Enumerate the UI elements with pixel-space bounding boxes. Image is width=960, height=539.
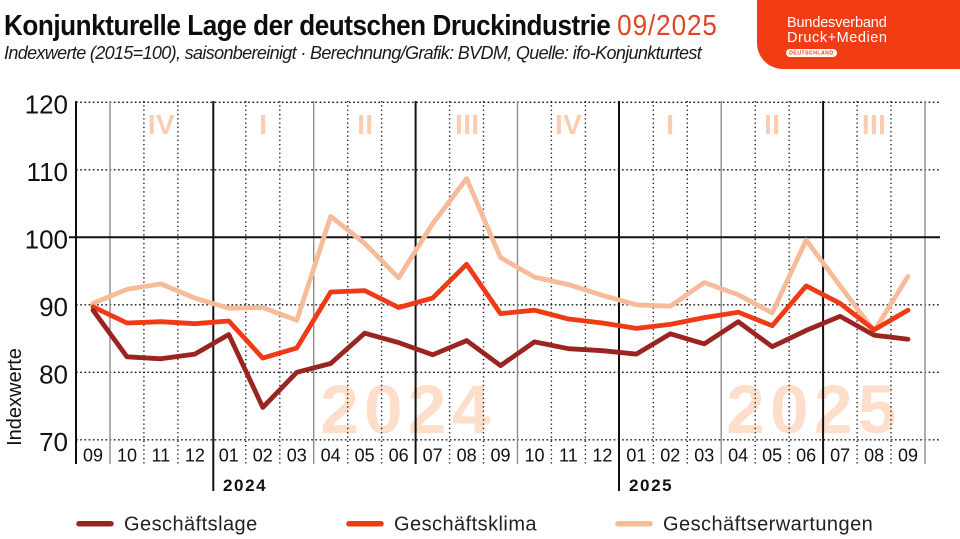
svg-text:02: 02	[660, 446, 680, 466]
svg-text:IV: IV	[148, 109, 175, 140]
svg-text:09: 09	[490, 446, 510, 466]
svg-text:03: 03	[694, 446, 714, 466]
svg-text:07: 07	[830, 446, 850, 466]
svg-text:01: 01	[626, 446, 646, 466]
svg-text:09: 09	[83, 446, 103, 466]
svg-text:04: 04	[321, 446, 341, 466]
svg-text:II: II	[357, 109, 373, 140]
svg-text:2025: 2025	[629, 476, 673, 495]
svg-text:120: 120	[25, 90, 68, 120]
svg-text:Geschäftserwartungen: Geschäftserwartungen	[663, 514, 873, 536]
svg-text:2024: 2024	[320, 371, 496, 448]
svg-text:II: II	[764, 109, 780, 140]
svg-text:2024: 2024	[223, 476, 267, 495]
svg-text:01: 01	[219, 446, 239, 466]
svg-text:80: 80	[39, 360, 68, 390]
svg-text:110: 110	[27, 157, 68, 187]
svg-text:06: 06	[389, 446, 409, 466]
svg-text:Geschäftslage: Geschäftslage	[124, 514, 258, 536]
svg-text:06: 06	[796, 446, 816, 466]
svg-text:12: 12	[185, 446, 205, 466]
svg-text:12: 12	[592, 446, 612, 466]
svg-text:03: 03	[287, 446, 307, 466]
svg-text:11: 11	[152, 446, 171, 466]
svg-text:IV: IV	[555, 109, 582, 140]
svg-text:Geschäftsklima: Geschäftsklima	[394, 514, 537, 536]
svg-text:10: 10	[524, 446, 544, 466]
svg-text:I: I	[666, 109, 674, 140]
svg-text:05: 05	[355, 446, 375, 466]
svg-text:70: 70	[39, 427, 68, 457]
svg-text:10: 10	[117, 446, 137, 466]
svg-text:08: 08	[457, 446, 477, 466]
svg-text:III: III	[455, 109, 480, 140]
svg-text:90: 90	[39, 292, 68, 322]
svg-text:07: 07	[423, 446, 443, 466]
svg-text:02: 02	[253, 446, 273, 466]
svg-text:11: 11	[559, 446, 578, 466]
svg-text:05: 05	[762, 446, 782, 466]
svg-text:2025: 2025	[726, 371, 902, 448]
svg-text:08: 08	[864, 446, 884, 466]
svg-text:Indexwerte: Indexwerte	[4, 348, 26, 446]
svg-text:100: 100	[25, 225, 68, 255]
svg-text:09: 09	[898, 446, 918, 466]
svg-text:04: 04	[728, 446, 748, 466]
svg-text:III: III	[862, 109, 887, 140]
svg-text:I: I	[259, 109, 267, 140]
